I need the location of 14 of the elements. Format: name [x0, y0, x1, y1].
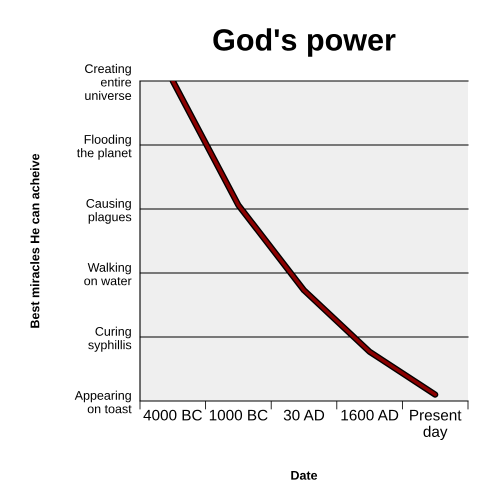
ref-line-label: Curing syphillis — [88, 326, 132, 352]
x-tick-label: 1600 AD — [341, 410, 398, 421]
ref-line-label: Appearing on toast — [74, 390, 132, 414]
x-tick-label: Present day — [410, 410, 462, 440]
x-axis-title: Date — [291, 471, 318, 480]
ref-line-label: Walking on water — [84, 262, 132, 286]
ref-line-label: Causing plagues — [86, 198, 132, 224]
text: Best miracles He can acheive — [30, 154, 40, 328]
ref-line-label: Flooding the planet — [76, 134, 132, 160]
x-tick-label: 1000 BC — [210, 410, 268, 421]
x-tick-label: 30 AD — [284, 410, 324, 421]
x-tick-label: 4000 BC — [143, 410, 202, 421]
chart-title: God's power — [213, 28, 396, 57]
ref-line-label: Creating entire universe — [85, 64, 132, 100]
